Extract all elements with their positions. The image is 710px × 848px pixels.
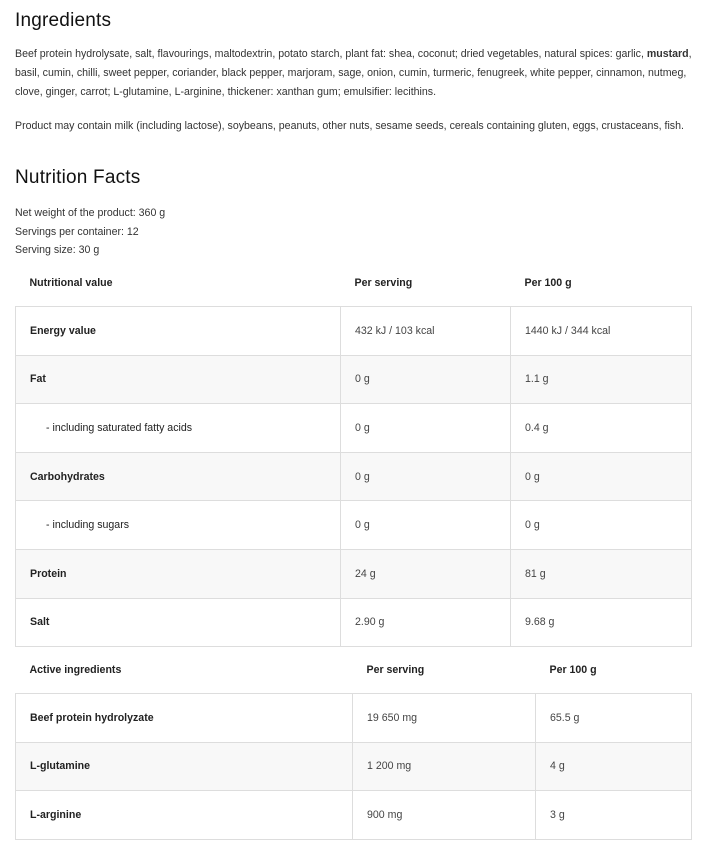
table-row: Fat 0 g 1.1 g	[15, 354, 692, 405]
row-label: L-glutamine	[15, 741, 353, 792]
per-100g-value: 3 g	[535, 790, 692, 840]
per-100g-value: 9.68 g	[510, 597, 692, 648]
row-label: Fat	[15, 354, 341, 405]
table-row: - including saturated fatty acids 0 g 0.4 …	[15, 403, 692, 453]
row-label: Energy value	[15, 306, 341, 356]
per-serving-value: 0 g	[340, 451, 511, 502]
row-label: L-arginine	[15, 790, 353, 840]
table-header: Nutritional value Per serving Per 100 g	[16, 260, 692, 307]
row-label: Protein	[15, 548, 341, 599]
nutrition-title: Nutrition Facts	[15, 167, 141, 188]
per-serving-value: 19 650 mg	[352, 693, 536, 743]
net-weight: Net weight of the product: 360 g	[15, 207, 166, 219]
ingredients-text-before: Beef protein hydrolysate, salt, flavouri…	[15, 48, 647, 60]
allergen-mustard: mustard	[646, 48, 689, 60]
per-100g-value: 81 g	[510, 548, 692, 599]
per-100g-value: 0 g	[510, 451, 692, 502]
per-serving-value: 0 g	[340, 500, 511, 550]
table-header: Active ingredients Per serving Per 100 g	[16, 647, 692, 694]
per-100g-value: 1440 kJ / 344 kcal	[510, 306, 692, 356]
table-row: Energy value 432 kJ / 103 kcal 1440 kJ / 3…	[15, 306, 692, 356]
header-per-serving: Per serving	[354, 277, 413, 289]
serving-size: Serving size: 30 g	[15, 244, 100, 256]
per-serving-value: 24 g	[340, 548, 511, 599]
header-nutritional-value: Nutritional value	[29, 277, 113, 289]
table-row: Protein 24 g 81 g	[15, 548, 692, 599]
per-100g-value: 1.1 g	[510, 354, 692, 405]
per-100g-value: 0.4 g	[510, 403, 692, 453]
ingredients-text: Beef protein hydrolysate, salt, flavouri…	[15, 45, 705, 102]
row-label: - including saturated fatty acids	[15, 403, 341, 453]
servings-per-container: Servings per container: 12	[15, 225, 139, 238]
per-serving-value: 432 kJ / 103 kcal	[340, 306, 511, 356]
header-per-100g: Per 100 g	[524, 277, 572, 289]
row-label: Carbohydrates	[15, 451, 341, 502]
per-serving-value: 0 g	[340, 354, 511, 405]
header-per-100g: Per 100 g	[549, 664, 597, 676]
per-serving-value: 2.90 g	[340, 597, 511, 648]
nutrition-table: Nutritional value Per serving Per 100 g …	[15, 260, 692, 648]
ingredients-text-after: , basil, cumin, chilli, sweet pepper, co…	[15, 48, 692, 98]
per-serving-value: 1 200 mg	[352, 741, 536, 792]
row-label: - including sugars	[15, 500, 341, 550]
per-100g-value: 4 g	[535, 741, 692, 792]
table-row: Salt 2.90 g 9.68 g	[15, 597, 692, 648]
per-serving-value: 0 g	[340, 403, 511, 453]
active-ingredients-table: Active ingredients Per serving Per 100 g…	[15, 647, 692, 840]
product-facts: Net weight of the product: 360 g Serving…	[15, 204, 165, 260]
per-100g-value: 0 g	[510, 500, 692, 550]
row-label: Beef protein hydrolyzate	[15, 693, 353, 743]
table-row: Beef protein hydrolyzate 19 650 mg 65.5 g	[15, 693, 692, 743]
table-row: L-arginine 900 mg 3 g	[15, 790, 692, 840]
per-serving-value: 900 mg	[352, 790, 536, 840]
allergen-warning: Product may contain milk (including lact…	[15, 120, 684, 132]
ingredients-title: Ingredients	[15, 10, 112, 31]
table-row: L-glutamine 1 200 mg 4 g	[15, 741, 692, 792]
per-100g-value: 65.5 g	[535, 693, 692, 743]
header-active-ingredients: Active ingredients	[29, 664, 122, 676]
header-per-serving: Per serving	[366, 664, 425, 676]
row-label: Salt	[15, 597, 341, 648]
